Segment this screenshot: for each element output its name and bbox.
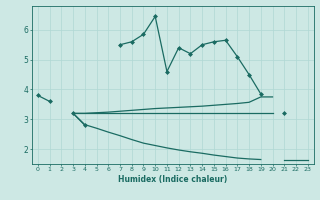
X-axis label: Humidex (Indice chaleur): Humidex (Indice chaleur) xyxy=(118,175,228,184)
